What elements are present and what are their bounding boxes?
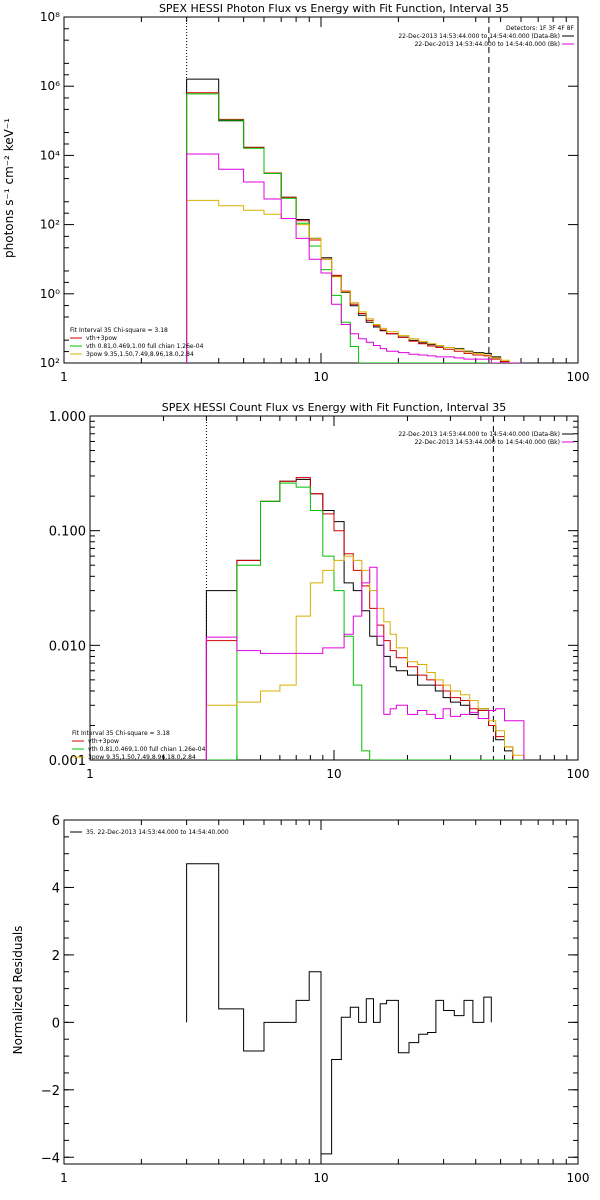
legend-total: vth+3pow — [86, 335, 117, 342]
series-2-histogram — [186, 93, 522, 363]
x-tick-label: 1 — [86, 767, 94, 781]
legend-bk: 22-Dec-2013 14:53:44.000 to 14:54:40.000… — [415, 439, 560, 446]
legend-detectors: Detectors: 1F 3F 4F 8F — [506, 25, 575, 32]
count-flux-panel: SPEX HESSI Count Flux vs Energy with Fit… — [49, 401, 590, 781]
count-flux-title: SPEX HESSI Count Flux vs Energy with Fit… — [162, 401, 506, 414]
photon-flux-ylabel: photons s⁻¹ cm⁻² keV⁻¹ — [2, 118, 16, 258]
x-tick-label: 10 — [313, 1171, 328, 1185]
count-flux-y-ticks: 0.001 0.010 0.100 1.000 — [49, 410, 578, 769]
residuals-ylabel: Normalized Residuals — [11, 926, 25, 1055]
y-tick-label: 0.010 — [49, 639, 86, 654]
y-tick-label: 10⁸ — [40, 10, 60, 24]
count-flux-energy-range-lines — [205, 416, 494, 760]
legend-residual: 35. 22-Dec-2013 14:53:44.000 to 14:54:40… — [86, 829, 229, 836]
count-flux-legend-bottom: Fit Interval 35 Chi-square = 3.18 vth+3p… — [72, 730, 206, 761]
legend-fit-interval: Fit Interval 35 Chi-square = 3.18 — [70, 327, 168, 334]
y-tick-label: 0 — [52, 1016, 60, 1031]
x-tick-label: 100 — [567, 370, 590, 384]
y-tick-label: 1.000 — [49, 410, 86, 425]
series-3-histogram — [186, 199, 522, 363]
series-4-histogram — [205, 566, 525, 760]
legend-fit-interval: Fit Interval 35 Chi-square = 3.18 — [72, 730, 170, 737]
residuals-panel: Normalized Residuals −4 −2 0 2 4 6 1 10 100 35.… — [11, 814, 589, 1185]
x-tick-label: 100 — [567, 767, 590, 781]
count-flux-legend-top: 22-Dec-2013 14:53:44.000 to 14:54:40.000… — [398, 431, 574, 446]
y-tick-label: 4 — [52, 881, 60, 896]
series-2-histogram — [205, 482, 525, 760]
photon-flux-title: SPEX HESSI Photon Flux vs Energy with Fi… — [159, 2, 509, 15]
series-3-histogram — [205, 555, 525, 760]
photon-flux-legend-bottom: Fit Interval 35 Chi-square = 3.18 vth+3p… — [70, 327, 204, 358]
legend-vth: vth 0.81,0.469,1.00 full chian 1.26e-04 — [88, 746, 206, 753]
x-tick-label: 1 — [60, 1171, 68, 1185]
y-tick-label: 6 — [52, 814, 60, 829]
photon-flux-energy-range-lines — [186, 17, 490, 363]
series-4-histogram — [186, 153, 522, 363]
y-tick-label: 2 — [52, 949, 60, 964]
y-tick-label: 10⁴ — [40, 148, 60, 162]
series-1-histogram — [205, 477, 525, 760]
photon-flux-panel: SPEX HESSI Photon Flux vs Energy with Fi… — [2, 2, 589, 384]
series-0-histogram — [186, 863, 492, 1155]
count-flux-series — [205, 477, 525, 760]
legend-total: vth+3pow — [88, 738, 119, 745]
residuals-y-ticks: −4 −2 0 2 4 6 — [41, 814, 578, 1166]
y-tick-label: 0.001 — [49, 754, 86, 769]
x-tick-label: 1 — [60, 370, 68, 384]
photon-flux-x-ticks: 1 10 100 — [60, 17, 589, 384]
photon-flux-plot-frame — [63, 16, 579, 364]
residuals-legend: 35. 22-Dec-2013 14:53:44.000 to 14:54:40… — [70, 829, 229, 836]
y-tick-label: 0.100 — [49, 525, 86, 540]
legend-data-bk: 22-Dec-2013 14:53:44.000 to 14:54:40.000… — [398, 431, 560, 438]
photon-flux-legend-top: Detectors: 1F 3F 4F 8F 22-Dec-2013 14:53… — [398, 25, 574, 48]
y-tick-label: 10⁰ — [40, 287, 60, 301]
photon-flux-series — [186, 78, 522, 363]
series-0-histogram — [186, 78, 522, 363]
y-tick-label: 10⁶ — [40, 79, 60, 93]
x-tick-label: 10 — [326, 767, 341, 781]
y-tick-label: −4 — [41, 1151, 60, 1166]
series-1-histogram — [186, 92, 522, 363]
legend-data-bk: 22-Dec-2013 14:53:44.000 to 14:54:40.000… — [398, 33, 560, 40]
residuals-series — [186, 863, 492, 1155]
y-tick-label: 10² — [40, 356, 60, 370]
count-flux-x-ticks: 1 10 100 — [86, 416, 589, 781]
series-0-histogram — [205, 478, 525, 760]
legend-3pow: 3pow 9.35,1.50,7.49,8.96,18.0,2.84 — [86, 351, 194, 358]
photon-flux-y-ticks: 10² 10⁰ 10² 10⁴ 10⁶ 10⁸ — [40, 10, 578, 370]
legend-bk: 22-Dec-2013 14:53:44.000 to 14:54:40.000… — [415, 41, 560, 48]
x-tick-label: 10 — [313, 370, 328, 384]
legend-3pow: 3pow 9.35,1.50,7.49,8.96,18.0,2.84 — [88, 754, 196, 761]
x-tick-label: 100 — [567, 1171, 590, 1185]
y-tick-label: 10² — [40, 218, 60, 232]
residuals-x-ticks: 1 10 100 — [60, 820, 589, 1185]
y-tick-label: −2 — [41, 1084, 60, 1099]
legend-vth: vth 0.81,0.469,1.00 full chian 1.26e-04 — [86, 343, 204, 350]
